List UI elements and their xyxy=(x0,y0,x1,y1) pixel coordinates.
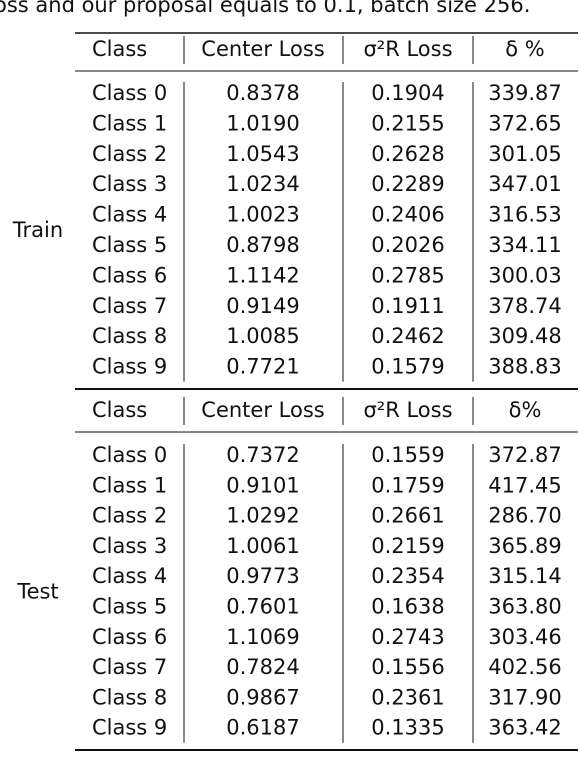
row-label: Class 3 xyxy=(92,172,167,196)
row-label: Class 9 xyxy=(92,355,167,379)
cell: 0.2155 xyxy=(371,111,444,135)
cell: 1.0085 xyxy=(226,324,299,348)
cell: 0.2289 xyxy=(371,172,444,196)
cell: 0.7372 xyxy=(226,443,299,467)
row-label: Class 5 xyxy=(92,233,167,257)
cell: 0.6187 xyxy=(226,716,299,740)
row-label: Class 4 xyxy=(92,564,167,588)
cell: 301.05 xyxy=(488,142,561,166)
row-label: Class 6 xyxy=(92,625,167,649)
cell: 300.03 xyxy=(488,263,561,287)
row-label: Class 8 xyxy=(92,685,167,709)
row-label: Class 9 xyxy=(92,716,167,740)
cell: 372.87 xyxy=(488,443,561,467)
cell: 1.0061 xyxy=(226,534,299,558)
row-label: Class 3 xyxy=(92,534,167,558)
column-header: Center Loss xyxy=(201,398,324,422)
column-header: δ% xyxy=(509,398,542,422)
column-header: Class xyxy=(92,398,147,422)
cell: 1.1069 xyxy=(226,625,299,649)
cell: 372.65 xyxy=(488,111,561,135)
row-label: Class 7 xyxy=(92,294,167,318)
cell: 0.7721 xyxy=(226,355,299,379)
row-label: Class 8 xyxy=(92,324,167,348)
column-header: σ²R Loss xyxy=(363,37,452,61)
cell: 0.8378 xyxy=(226,81,299,105)
column-header: σ²R Loss xyxy=(363,398,452,422)
cell: 0.1638 xyxy=(371,595,444,619)
cell: 0.2743 xyxy=(371,625,444,649)
cell: 0.2628 xyxy=(371,142,444,166)
cell: 0.2661 xyxy=(371,504,444,528)
cell: 309.48 xyxy=(488,324,561,348)
cell: 0.8798 xyxy=(226,233,299,257)
cell: 1.0023 xyxy=(226,203,299,227)
cell: 317.90 xyxy=(488,685,561,709)
column-header: δ % xyxy=(505,37,544,61)
row-label: Class 4 xyxy=(92,203,167,227)
cell: 1.0292 xyxy=(226,504,299,528)
cell: 0.1559 xyxy=(371,443,444,467)
cell: 363.80 xyxy=(488,595,561,619)
cell: 1.0190 xyxy=(226,111,299,135)
cell: 363.42 xyxy=(488,716,561,740)
row-label: Class 0 xyxy=(92,443,167,467)
cell: 0.1579 xyxy=(371,355,444,379)
row-label: Class 1 xyxy=(92,111,167,135)
cell: 0.1759 xyxy=(371,473,444,497)
cell: 0.2785 xyxy=(371,263,444,287)
cell: 0.2026 xyxy=(371,233,444,257)
caption: oss and our proposal equals to 0.1, batc… xyxy=(0,0,530,17)
cell: 0.2462 xyxy=(371,324,444,348)
row-label: Class 7 xyxy=(92,655,167,679)
cell: 0.7824 xyxy=(226,655,299,679)
cell: 1.0234 xyxy=(226,172,299,196)
cell: 0.2361 xyxy=(371,685,444,709)
row-label: Class 2 xyxy=(92,142,167,166)
cell: 347.01 xyxy=(488,172,561,196)
cell: 0.9101 xyxy=(226,473,299,497)
cell: 0.1335 xyxy=(371,716,444,740)
cell: 0.2354 xyxy=(371,564,444,588)
row-label: Class 6 xyxy=(92,263,167,287)
column-header: Class xyxy=(92,37,147,61)
cell: 1.0543 xyxy=(226,142,299,166)
cell: 378.74 xyxy=(488,294,561,318)
column-header: Center Loss xyxy=(201,37,324,61)
cell: 286.70 xyxy=(488,504,561,528)
cell: 0.2406 xyxy=(371,203,444,227)
cell: 0.1911 xyxy=(371,294,444,318)
cell: 0.1904 xyxy=(371,81,444,105)
cell: 402.56 xyxy=(488,655,561,679)
cell: 365.89 xyxy=(488,534,561,558)
cell: 0.9149 xyxy=(226,294,299,318)
row-label: Class 2 xyxy=(92,504,167,528)
cell: 417.45 xyxy=(488,473,561,497)
cell: 388.83 xyxy=(488,355,561,379)
cell: 303.46 xyxy=(488,625,561,649)
cell: 339.87 xyxy=(488,81,561,105)
cell: 316.53 xyxy=(488,203,561,227)
cell: 0.9773 xyxy=(226,564,299,588)
cell: 0.1556 xyxy=(371,655,444,679)
cell: 1.1142 xyxy=(226,263,299,287)
row-label: Class 1 xyxy=(92,473,167,497)
cell: 315.14 xyxy=(488,564,561,588)
cell: 0.7601 xyxy=(226,595,299,619)
row-label: Class 0 xyxy=(92,81,167,105)
section-label: Test xyxy=(16,579,58,603)
cell: 0.2159 xyxy=(371,534,444,558)
row-label: Class 5 xyxy=(92,595,167,619)
cell: 0.9867 xyxy=(226,685,299,709)
section-label: Train xyxy=(12,218,63,242)
cell: 334.11 xyxy=(488,233,561,257)
